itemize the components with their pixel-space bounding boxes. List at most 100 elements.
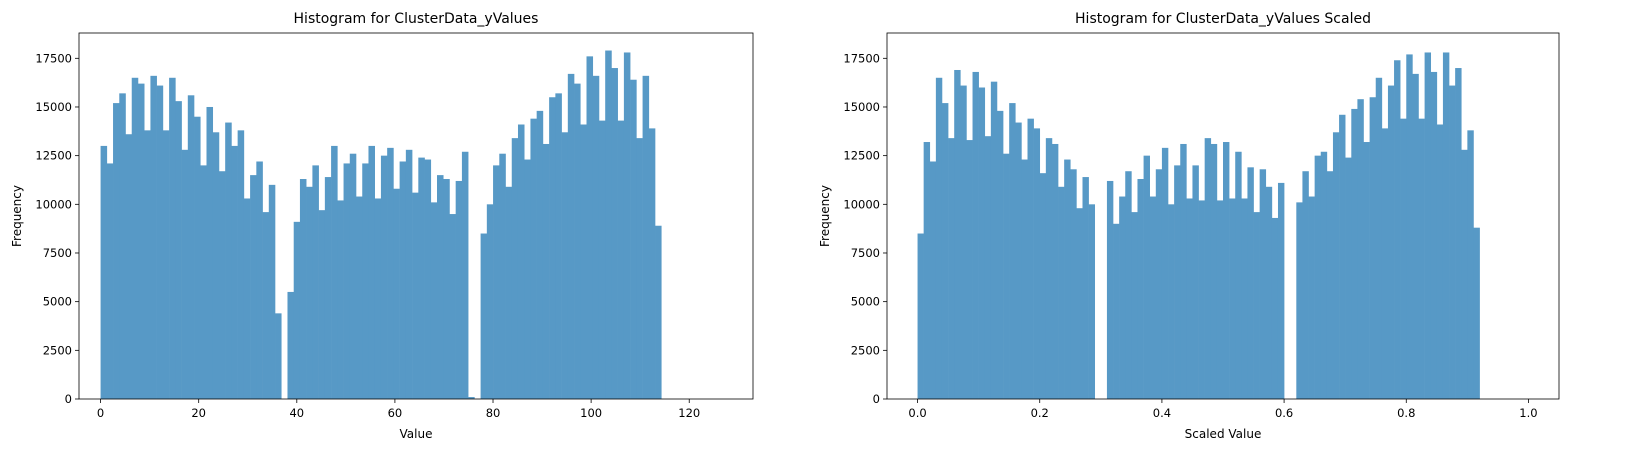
y-tick-label: 17500	[35, 51, 72, 65]
histogram-bar	[592, 75, 600, 399]
histogram-bar	[517, 124, 525, 399]
histogram-bar	[1308, 196, 1315, 399]
histogram-bar	[948, 138, 955, 399]
histogram-bar	[268, 184, 276, 399]
histogram-bar	[1155, 169, 1163, 399]
histogram-bar	[1186, 198, 1193, 399]
histogram-bar	[418, 157, 425, 399]
histogram-bar	[1027, 118, 1034, 399]
x-tick-label: 0.6	[1275, 406, 1293, 420]
histogram-bar	[1436, 124, 1444, 399]
histogram-bar	[542, 143, 550, 399]
histogram-bar	[1461, 149, 1468, 399]
histogram-bar	[275, 313, 282, 399]
histogram-bar	[181, 149, 189, 399]
chart-title: Histogram for ClusterData_yValues Scaled	[1075, 11, 1371, 27]
histogram-bar	[243, 198, 251, 399]
histogram-bar	[1247, 167, 1254, 399]
bars	[100, 50, 662, 400]
histogram-bar	[1277, 182, 1285, 399]
histogram-bar	[225, 122, 232, 400]
y-tick-label: 17500	[843, 51, 880, 65]
x-tick-label: 80	[486, 406, 501, 420]
histogram-bar	[1216, 200, 1224, 399]
histogram-bar	[349, 153, 357, 399]
histogram-bar	[1339, 114, 1346, 400]
histogram-bar	[1320, 151, 1328, 399]
histogram-bar	[1369, 97, 1377, 400]
histogram-bar	[524, 159, 531, 399]
histogram-bar	[231, 145, 238, 399]
histogram-bar	[1314, 155, 1322, 399]
histogram-bar	[256, 161, 263, 399]
y-tick-label: 12500	[843, 149, 880, 163]
histogram-bar	[978, 87, 986, 399]
histogram-bar	[119, 93, 126, 399]
y-tick-label: 15000	[35, 100, 72, 114]
y-axis-label: Frequency	[818, 185, 832, 247]
histogram-bar	[1070, 169, 1077, 399]
histogram-bar	[455, 180, 463, 399]
y-tick-label: 10000	[843, 197, 880, 211]
histogram-bar	[511, 138, 519, 399]
histogram-bar	[362, 163, 369, 399]
histogram-bar	[430, 202, 438, 399]
histogram-bar	[1326, 171, 1334, 399]
histogram-bar	[499, 153, 506, 399]
x-tick-label: 0.0	[908, 406, 926, 420]
histogram-bar	[611, 68, 618, 399]
histogram-bar	[1204, 138, 1212, 399]
histogram-bar	[954, 69, 961, 400]
histogram-bar	[150, 75, 157, 399]
histogram-bar	[1375, 77, 1383, 399]
histogram-bar	[623, 52, 631, 399]
histogram-bar	[1424, 52, 1432, 399]
histogram-bar	[1131, 212, 1138, 399]
histogram-bar	[437, 175, 444, 399]
histogram-bar	[250, 175, 257, 399]
histogram-bar	[1406, 54, 1413, 399]
histogram-bar	[972, 71, 979, 399]
histogram-bar	[642, 75, 650, 399]
histogram-bar	[1296, 202, 1303, 399]
histogram-bar	[1113, 223, 1120, 399]
histogram-bar	[1119, 196, 1126, 399]
x-axis-ticks: 0 20 40 60 80 100 120	[97, 399, 700, 420]
histogram-bar	[1082, 177, 1089, 399]
histogram-bar	[1394, 60, 1401, 399]
y-tick-label: 5000	[43, 295, 72, 309]
histogram-bar	[393, 188, 400, 399]
histogram-bar	[1357, 99, 1364, 399]
histogram-bar	[574, 83, 581, 400]
histogram-bar	[331, 145, 338, 399]
x-axis-label: Value	[400, 427, 433, 441]
histogram-bar	[1125, 171, 1132, 399]
histogram-bar	[917, 233, 924, 399]
histogram-bar	[1076, 208, 1083, 399]
x-tick-label: 0.2	[1031, 406, 1049, 420]
plot-frame	[886, 32, 1560, 400]
y-tick-label: 15000	[843, 100, 880, 114]
histogram-bar	[1137, 179, 1144, 399]
histogram-bar	[1210, 143, 1218, 399]
histogram-bar	[374, 198, 382, 399]
y-tick-label: 0	[873, 392, 880, 406]
histogram-bar	[549, 97, 556, 400]
histogram-bar	[493, 165, 500, 399]
histogram-bar	[1198, 200, 1205, 399]
histogram-bar	[194, 116, 201, 400]
histogram-bar	[617, 120, 625, 400]
histogram-bar	[1381, 128, 1389, 399]
histogram-bar	[387, 147, 394, 399]
histogram-bar	[412, 192, 419, 399]
histogram-bar	[1149, 196, 1157, 399]
histogram-bar	[380, 155, 388, 399]
histogram-bar	[1229, 198, 1236, 399]
histogram-bar	[966, 140, 973, 399]
histogram-bar	[1345, 157, 1352, 399]
histogram-bar	[1143, 155, 1150, 399]
histogram-bar	[1192, 165, 1199, 399]
histogram-bar	[480, 233, 488, 399]
histogram-bar	[162, 130, 170, 399]
histogram-bar	[1174, 165, 1181, 399]
